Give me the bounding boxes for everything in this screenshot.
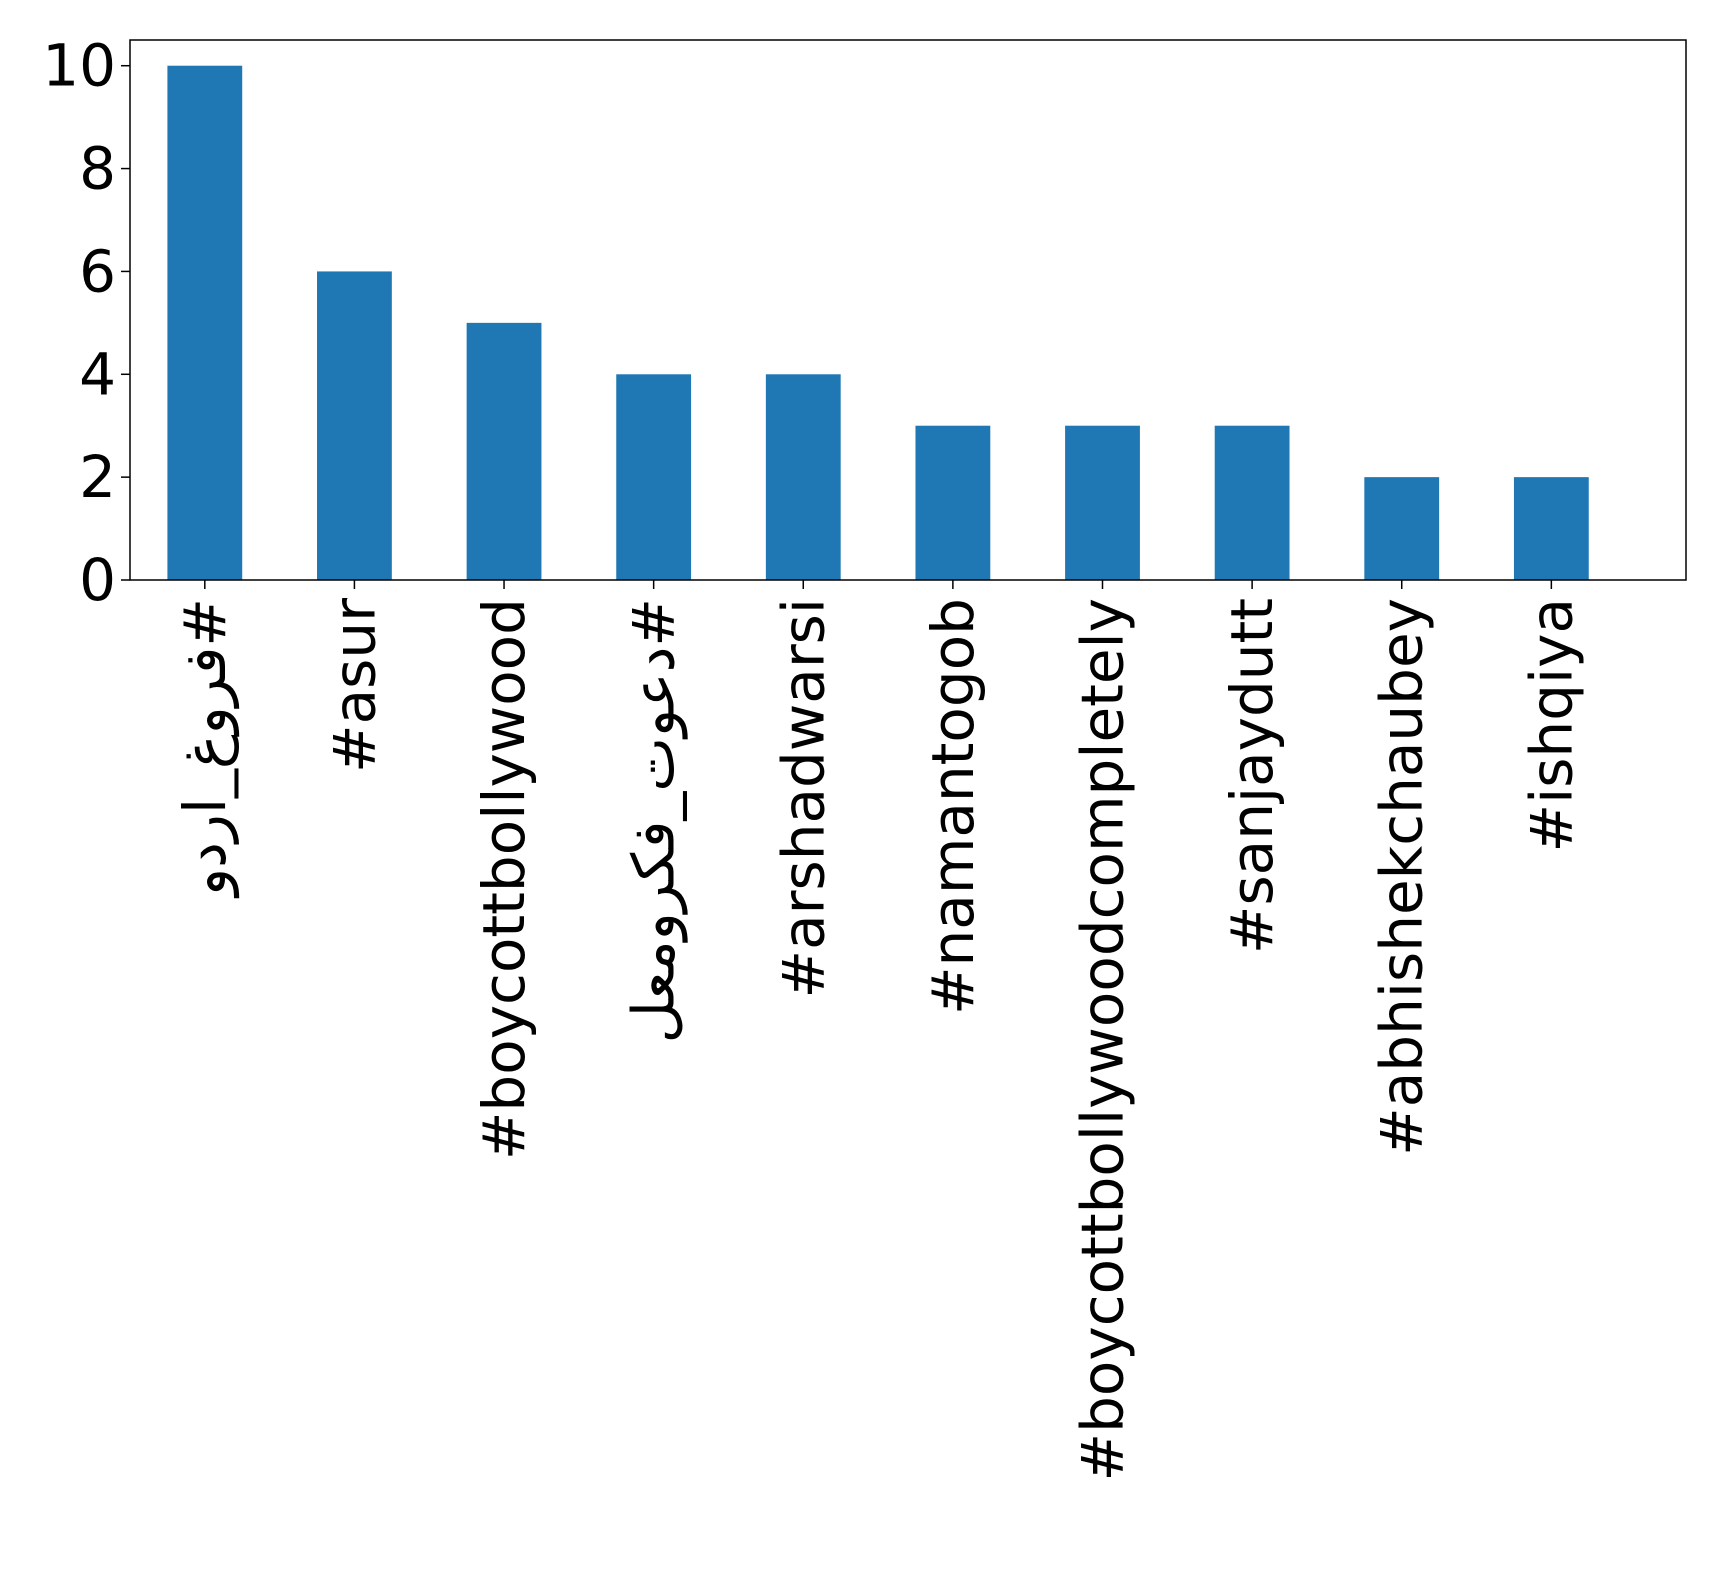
x-tick-label-7: #sanjaydutt <box>1218 598 1286 954</box>
x-tick-label-9: #ishqiya <box>1517 598 1585 853</box>
x-tick-label-3: #دعوت_فکرومعل <box>620 598 689 1043</box>
plot-frame <box>129 39 1687 581</box>
bar-8 <box>1364 477 1440 580</box>
x-axis: #فروغ_اردو #asur #boycottbollywood #دعوت_فک… <box>171 580 1585 1482</box>
bar-1 <box>317 271 392 580</box>
bars-group <box>167 65 1589 580</box>
bar-9 <box>1513 477 1589 580</box>
x-tick-label-8: #abhishekchaubey <box>1368 598 1436 1156</box>
y-tick-label-1: 2 <box>79 443 116 511</box>
bar-6 <box>1065 425 1140 580</box>
y-tick-label-2: 4 <box>79 340 116 408</box>
bar-7 <box>1214 425 1290 580</box>
bar-4 <box>765 374 841 580</box>
y-tick-label-0: 0 <box>79 546 116 614</box>
bar-5 <box>915 425 991 580</box>
x-tick-label-1: #asur <box>320 598 388 773</box>
bar-2 <box>466 322 542 580</box>
y-tick-label-3: 6 <box>79 237 116 305</box>
bar-0 <box>167 65 243 580</box>
y-tick-label-4: 8 <box>79 135 116 203</box>
bar-3 <box>616 374 692 580</box>
y-tick-label-5: 10 <box>42 32 116 100</box>
x-tick-label-4: #arshadwarsi <box>769 598 837 998</box>
x-tick-label-5: #namantogob <box>919 598 987 1015</box>
y-axis: 0 2 4 6 8 10 <box>42 32 130 614</box>
x-tick-label-2: #boycottbollywood <box>470 598 538 1160</box>
x-tick-label-0: #فروغ_اردو <box>171 598 240 899</box>
x-tick-label-6: #boycottbollywoodcompletely <box>1069 598 1137 1482</box>
